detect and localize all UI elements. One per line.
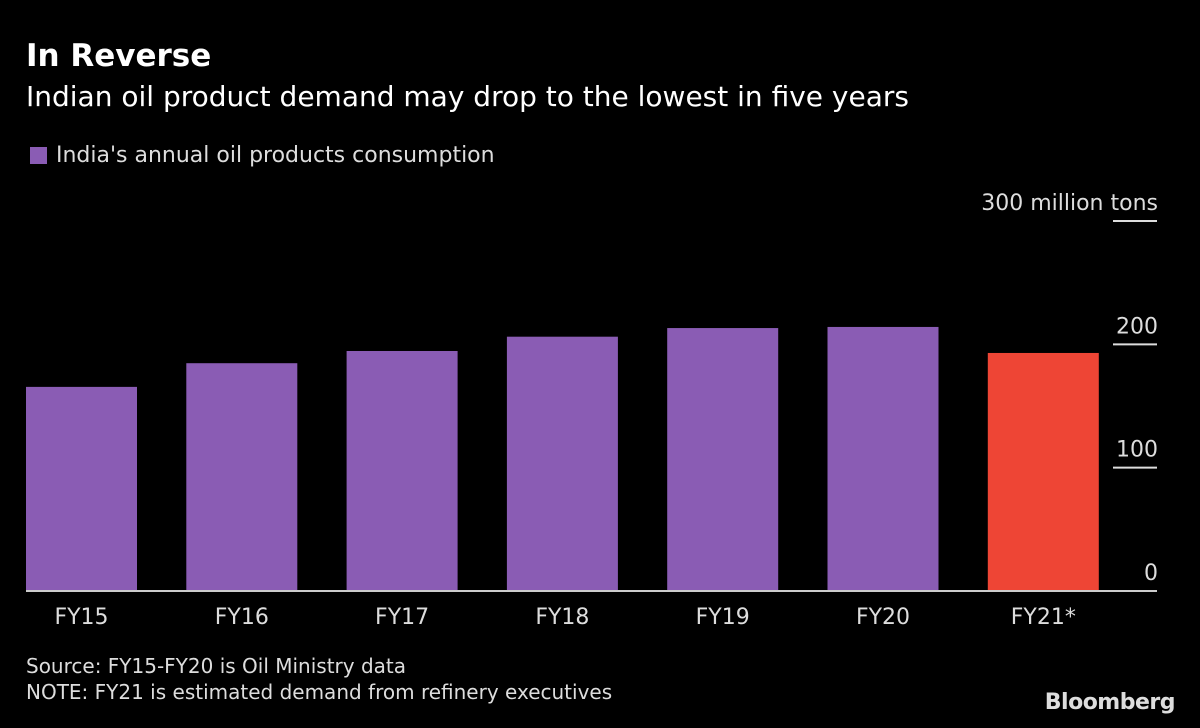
bar-fy17 [346,350,458,591]
y-tick-label: 200 [1116,314,1158,339]
note-text: NOTE: FY21 is estimated demand from refi… [26,680,613,704]
source-text: Source: FY15-FY20 is Oil Ministry data [26,654,407,678]
y-tick-label: 300 million tons [981,191,1158,216]
category-label: FY19 [696,605,750,630]
chart-subtitle: Indian oil product demand may drop to th… [26,80,909,113]
bar-fy20 [827,326,939,591]
category-label: FY16 [215,605,269,630]
category-label: FY18 [535,605,589,630]
y-tick-label: 100 [1116,438,1158,463]
bar-fy15 [26,386,137,591]
bloomberg-logo: Bloomberg [1044,690,1176,715]
bar-fy16 [186,363,298,591]
category-label: FY21* [1011,605,1076,630]
y-tick-label: 0 [1144,561,1158,586]
bar-fy21 [987,352,1099,591]
category-label: FY15 [54,605,108,630]
legend-swatch [30,147,47,164]
legend: India's annual oil products consumption [30,143,495,168]
category-label: FY17 [375,605,429,630]
bar-fy19 [667,328,779,591]
chart-title: In Reverse [26,38,212,74]
bar-fy18 [506,336,618,591]
legend-label: India's annual oil products consumption [56,143,495,168]
category-label: FY20 [856,605,910,630]
source-notes: Source: FY15-FY20 is Oil Ministry data N… [26,653,612,705]
